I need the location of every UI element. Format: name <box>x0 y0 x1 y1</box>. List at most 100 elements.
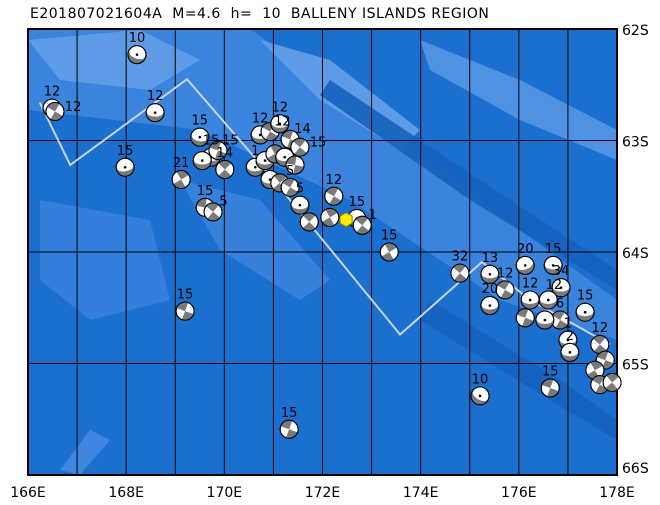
compression-quadrant <box>497 280 510 290</box>
pressure-axis-dot <box>153 111 157 114</box>
pressure-axis-dot <box>278 122 282 126</box>
beachball-outline <box>320 207 340 227</box>
depth-label: 12 <box>272 100 289 115</box>
depth-label: 12 <box>147 89 164 104</box>
lon-tick-label: 168E <box>108 485 144 501</box>
depth-label: 5 <box>296 182 304 197</box>
depth-label: 15 <box>117 144 134 159</box>
focal-mechanism-beachball <box>45 102 65 122</box>
beachball-outline <box>450 263 470 283</box>
compression-quadrant <box>605 382 618 392</box>
focal-mechanism-beachball <box>320 207 340 227</box>
map-frame <box>27 28 618 476</box>
compression-quadrant <box>355 216 369 226</box>
focal-mechanism-beachball <box>280 177 300 197</box>
focal-mechanism-beachball <box>480 296 500 316</box>
compression-quadrant <box>500 289 513 299</box>
compression-quadrant <box>285 187 298 197</box>
compression-quadrant <box>592 335 606 345</box>
compression-quadrant <box>274 173 287 183</box>
focal-mechanism-beachball <box>208 141 228 161</box>
pressure-axis-dot <box>198 135 202 139</box>
depth-label: 15 <box>542 365 559 380</box>
lon-tick-label: 170E <box>207 485 243 501</box>
beachball-outline <box>470 386 490 406</box>
compression-quadrant <box>207 211 220 221</box>
depth-label: 32 <box>452 250 469 265</box>
beachball-outline <box>575 302 595 322</box>
compression-quadrant <box>453 264 466 274</box>
compression-quadrant <box>325 208 338 218</box>
compression-quadrant <box>218 169 232 179</box>
beachball-outline <box>279 419 299 439</box>
beachball-outline <box>127 45 147 65</box>
depth-label: 15 <box>203 134 220 149</box>
focal-mechanism-beachball <box>215 159 235 179</box>
beachball-outline <box>290 137 310 157</box>
compression-quadrant <box>218 160 232 170</box>
beachball-outline <box>480 264 500 284</box>
beachball-outline <box>595 350 615 370</box>
beachball-outline <box>115 157 135 177</box>
compression-quadrant <box>50 111 63 121</box>
pressure-axis-dot <box>528 298 532 302</box>
focal-mechanism-beachball <box>590 335 610 355</box>
depth-label: 14 <box>294 122 311 137</box>
beachball-outline <box>540 378 560 398</box>
beachball-outline <box>480 296 500 316</box>
focal-mechanism-beachball <box>290 195 310 215</box>
focal-mechanism-beachball <box>145 103 165 123</box>
depth-label: 12 <box>252 111 269 126</box>
depth-label: 12 <box>274 114 291 129</box>
beachball-outline <box>551 278 571 298</box>
pressure-axis-dot <box>263 159 267 162</box>
focal-mechanism-beachball <box>540 378 560 398</box>
beachball-outline <box>190 127 210 147</box>
lat-tick-label: 64S <box>622 246 649 262</box>
pressure-axis-dot <box>583 310 587 314</box>
beachball-outline <box>495 280 515 300</box>
beachball-outline <box>299 212 319 232</box>
compression-quadrant <box>384 243 398 252</box>
focal-mechanism-beachball <box>379 242 399 262</box>
depth-label: 6 <box>556 297 564 312</box>
focal-mechanism-beachball <box>299 212 319 232</box>
trough <box>320 80 617 290</box>
depth-label: 1 <box>251 144 259 159</box>
depth-label: 15 <box>222 133 239 148</box>
beachball-outline <box>45 102 65 122</box>
compression-quadrant <box>293 138 306 148</box>
compression-quadrant <box>555 320 568 330</box>
beachball-outline <box>535 310 555 330</box>
depth-label: 2 <box>566 329 574 344</box>
focal-mechanism-beachball <box>595 350 615 370</box>
lat-tick-label: 63S <box>622 135 649 151</box>
depth-label: 15 <box>577 289 594 304</box>
focal-mechanism-beachball <box>520 290 540 310</box>
compression-quadrant <box>265 131 278 141</box>
focal-mechanism-beachball <box>279 419 299 439</box>
beachball-outline <box>560 342 580 362</box>
pressure-axis-dot <box>135 53 139 56</box>
depth-label: 12 <box>326 173 343 188</box>
plate-boundary-line <box>38 77 611 346</box>
beachball-outline <box>208 141 228 161</box>
pressure-axis-dot <box>566 338 570 342</box>
focal-mechanism-beachball <box>560 342 580 362</box>
depth-label: 15 <box>197 184 214 199</box>
depth-label: 12 <box>497 266 514 281</box>
pressure-axis-dot <box>568 351 572 354</box>
beachball-outline <box>515 255 535 275</box>
depth-label: 15 <box>310 136 327 151</box>
focal-mechanism-beachball <box>171 170 191 190</box>
depth-label: 21 <box>173 156 190 171</box>
pressure-axis-dot <box>123 165 127 169</box>
compression-quadrant <box>381 252 394 261</box>
beachball-outline <box>379 242 399 262</box>
focal-mechanism-beachball <box>450 263 470 283</box>
depth-label: 5 <box>286 164 294 179</box>
focal-mechanism-beachball <box>290 137 310 157</box>
focal-mechanism-beachball <box>551 278 571 298</box>
beachball-outline <box>171 170 191 190</box>
beachball-outline <box>285 155 305 175</box>
